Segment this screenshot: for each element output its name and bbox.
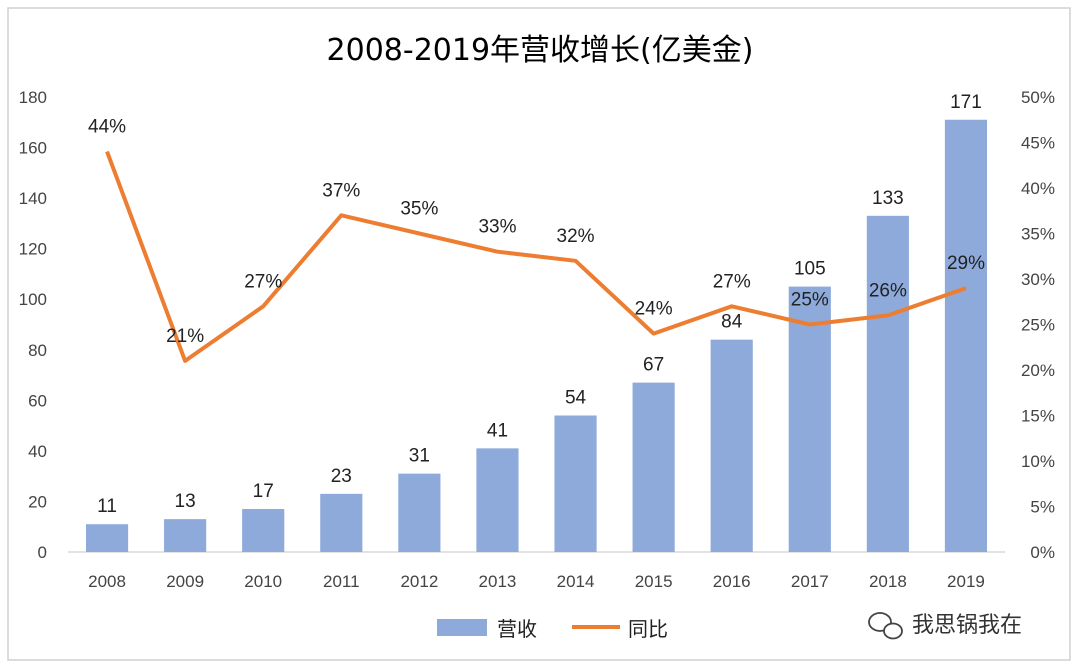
bar-data-label: 31 — [409, 446, 430, 467]
x-tick-label: 2016 — [713, 572, 751, 591]
x-tick-label: 2009 — [166, 572, 204, 591]
bar-revenue — [164, 519, 207, 552]
y-right-tick-label: 40% — [1021, 179, 1055, 198]
bar-revenue — [242, 509, 285, 552]
y-right-tick-label: 35% — [1021, 225, 1055, 244]
y-right-tick-label: 15% — [1021, 407, 1055, 426]
y-left-tick-label: 160 — [19, 139, 47, 158]
bar-data-label: 133 — [872, 188, 904, 209]
line-data-label: 44% — [88, 117, 126, 138]
y-left-tick-label: 60 — [28, 391, 47, 410]
y-left-tick-label: 180 — [19, 88, 47, 107]
bar-data-label: 41 — [487, 420, 508, 441]
chart-title: 2008-2019年营收增长(亿美金) — [327, 33, 754, 68]
y-left-tick-label: 100 — [19, 290, 47, 309]
bar-revenue — [476, 448, 519, 552]
y-right-tick-label: 0% — [1030, 543, 1055, 562]
bar-revenue — [85, 524, 129, 552]
y-right-tick-label: 30% — [1021, 270, 1055, 289]
watermark-text: 我思锅我在 — [912, 613, 1022, 638]
line-data-label: 24% — [635, 299, 673, 320]
y-left-tick-label: 120 — [19, 240, 47, 259]
legend: 营收 同比 — [437, 617, 668, 641]
bar-data-label: 23 — [331, 466, 352, 487]
bar-revenue — [554, 415, 597, 552]
bar-data-label: 54 — [565, 388, 587, 409]
bar-revenue — [320, 493, 363, 552]
x-tick-label: 2018 — [869, 572, 907, 591]
y-right-tick-label: 10% — [1021, 452, 1055, 471]
bar-data-label: 11 — [97, 496, 117, 517]
series-line-yoy — [105, 150, 967, 363]
x-tick-label: 2010 — [244, 572, 282, 591]
x-tick-label: 2014 — [557, 572, 595, 591]
bar-data-label: 171 — [950, 92, 982, 113]
x-tick-label: 2015 — [635, 572, 673, 591]
legend-label-revenue: 营收 — [497, 617, 537, 641]
line-data-label: 26% — [869, 280, 907, 301]
line-data-label: 35% — [400, 199, 438, 220]
line-data-label: 21% — [166, 326, 204, 347]
y-right-tick-label: 50% — [1021, 88, 1055, 107]
x-tick-label: 2019 — [947, 572, 985, 591]
watermark: 我思锅我在 — [868, 612, 1022, 640]
line-data-label: 37% — [322, 180, 360, 201]
y-left-tick-label: 80 — [28, 341, 47, 360]
x-tick-label: 2017 — [791, 572, 829, 591]
y-left-tick-label: 20 — [28, 492, 47, 511]
line-data-label: 32% — [557, 226, 595, 247]
bar-data-label: 13 — [175, 491, 196, 512]
bar-revenue — [788, 286, 831, 552]
y-right-tick-label: 20% — [1021, 361, 1055, 380]
line-data-label: 27% — [713, 271, 751, 292]
bar-revenue — [866, 215, 909, 553]
y-left-tick-label: 140 — [19, 189, 47, 208]
bar-data-label: 84 — [721, 312, 743, 333]
line-data-label: 29% — [947, 253, 985, 274]
bar-data-label: 105 — [794, 259, 826, 280]
y-right-tick-label: 45% — [1021, 134, 1055, 153]
y-right-tick-label: 25% — [1021, 316, 1055, 335]
y-left-tick-label: 0 — [38, 543, 47, 562]
bar-revenue — [944, 119, 988, 552]
bar-revenue — [632, 382, 675, 552]
bar-revenue — [398, 473, 441, 552]
legend-swatch-revenue — [437, 619, 487, 636]
x-tick-label: 2013 — [479, 572, 517, 591]
line-data-label: 27% — [244, 271, 282, 292]
bar-data-label: 17 — [253, 481, 274, 502]
y-right-tick-label: 5% — [1030, 498, 1055, 517]
x-tick-label: 2012 — [400, 572, 438, 591]
y-left-tick-label: 40 — [28, 442, 47, 461]
line-data-label: 25% — [791, 290, 829, 311]
x-tick-label: 2008 — [88, 572, 126, 591]
x-tick-label: 2011 — [323, 572, 360, 591]
wechat-icon — [868, 612, 903, 640]
line-data-label: 33% — [478, 217, 516, 238]
bar-data-label: 67 — [643, 355, 664, 376]
bar-revenue — [710, 339, 753, 552]
legend-label-yoy: 同比 — [628, 617, 668, 641]
